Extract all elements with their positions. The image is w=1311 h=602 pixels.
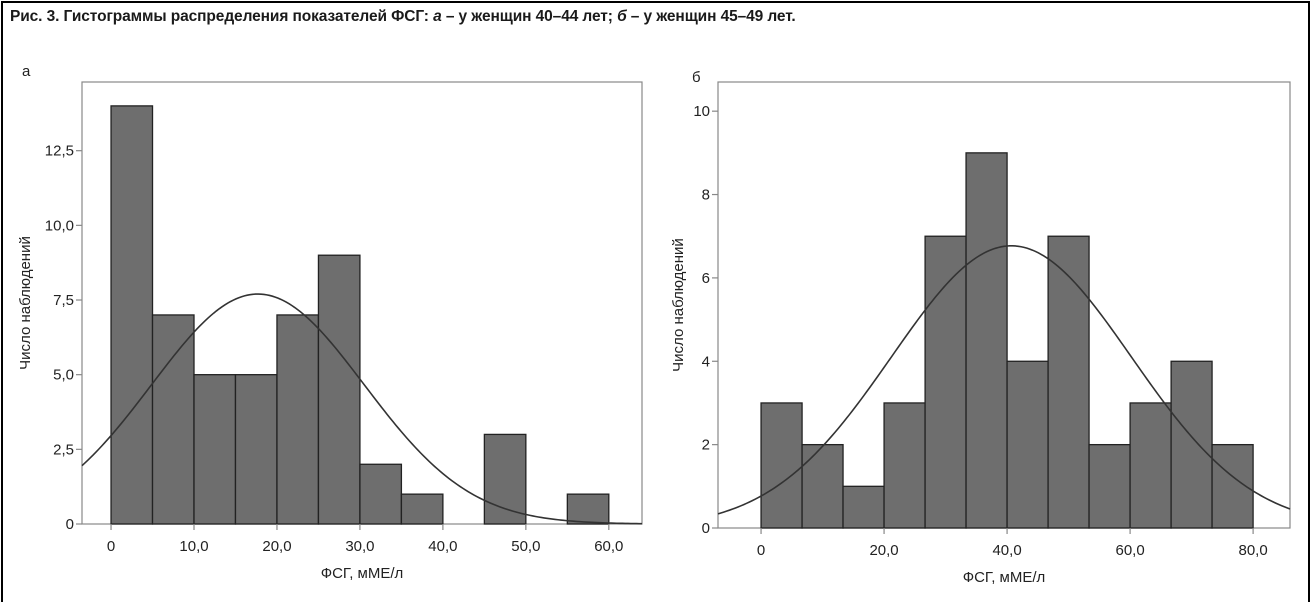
histogram-bar [193, 374, 237, 525]
caption-part-a-letter: а [433, 8, 442, 25]
y-tick-label: 6 [702, 270, 710, 287]
x-tick-label: 10,0 [179, 538, 208, 555]
histogram-bar [883, 402, 926, 529]
histogram-bar [801, 443, 844, 529]
x-tick-label: 30,0 [345, 538, 374, 555]
y-tick-label: 10,0 [45, 217, 74, 234]
x-tick-label: 0 [107, 538, 115, 555]
x-tick-label: 40,0 [428, 538, 457, 555]
normal-curve [717, 245, 1291, 515]
caption-part-b-text: – у женщин 45–49 лет. [626, 8, 796, 25]
x-tick-label: 50,0 [511, 538, 540, 555]
histogram-bar [234, 374, 278, 525]
panel-letter: а [22, 63, 31, 80]
y-tick-label: 8 [702, 187, 710, 204]
histogram-bar [1170, 360, 1213, 529]
histogram-bar [317, 254, 361, 525]
histogram-bar [400, 493, 444, 525]
y-tick-label: 2 [702, 437, 710, 454]
figure-caption: Рис. 3. Гистограммы распределения показа… [10, 8, 796, 26]
histogram-bar [965, 152, 1008, 529]
y-tick-label: 0 [702, 520, 710, 537]
histogram-bar [1006, 360, 1049, 529]
histogram-bar [1047, 235, 1090, 529]
x-tick-label: 80,0 [1238, 542, 1267, 559]
x-tick-label: 0 [757, 542, 765, 559]
x-tick-label: 20,0 [869, 542, 898, 559]
y-tick-label: 4 [702, 353, 710, 370]
histogram-bar [151, 314, 195, 525]
x-tick-label: 40,0 [992, 542, 1021, 559]
histogram-bar [1088, 443, 1131, 529]
x-axis-title: ФСГ, мМЕ/л [963, 569, 1046, 586]
y-tick-label: 12,5 [45, 143, 74, 160]
y-axis-title: Число наблюдений [670, 238, 687, 372]
y-tick-label: 5,0 [53, 367, 74, 384]
y-tick-label: 0 [66, 516, 74, 533]
y-tick-label: 7,5 [53, 292, 74, 309]
y-tick-label: 10 [693, 103, 710, 120]
histogram-bar [483, 433, 527, 525]
histogram-bar [1129, 402, 1172, 529]
histogram-bar [566, 493, 610, 525]
caption-prefix: Рис. 3. Гистограммы распределения показа… [10, 8, 434, 25]
caption-part-b-letter: б [617, 8, 627, 25]
x-tick-label: 60,0 [1115, 542, 1144, 559]
x-tick-label: 60,0 [594, 538, 623, 555]
normal-curve [81, 293, 643, 525]
panel-letter: б [692, 69, 701, 86]
caption-part-a-text: – у женщин 40–44 лет; [441, 8, 618, 25]
x-axis-title: ФСГ, мМЕ/л [321, 565, 404, 582]
x-tick-label: 20,0 [262, 538, 291, 555]
histogram-bar [359, 463, 403, 525]
histogram-bar [924, 235, 967, 529]
histogram-bar [760, 402, 803, 529]
y-tick-label: 2,5 [53, 441, 74, 458]
histogram-bar [110, 105, 154, 525]
histogram-bar [842, 485, 885, 529]
y-axis-title: Число наблюдений [17, 236, 34, 370]
histogram-bar [276, 314, 320, 525]
